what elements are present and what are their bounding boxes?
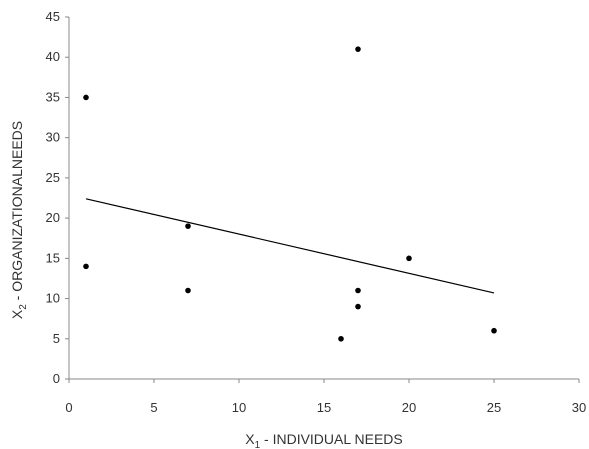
x-tick-label: 10 [232,400,246,415]
data-point [355,287,361,294]
y-tick-label: 30 [46,130,60,145]
x-tick-label: 15 [317,400,331,415]
data-point [355,46,361,52]
data-point [83,94,89,101]
x-tick-label: 30 [572,400,586,415]
data-point [491,327,497,334]
y-tick-label: 15 [46,250,60,265]
x-axis-title: X1 - INDIVIDUAL NEEDS [245,431,403,449]
x-tick-label: 25 [487,400,501,415]
trendline [85,198,495,294]
data-point [185,287,191,294]
y-tick-label: 45 [46,9,60,24]
y-tick-label: 40 [46,49,60,64]
data-point [406,255,412,262]
y-tick-label: 0 [53,371,60,386]
y-axis-title: X2 - ORGANIZATIONALNEEDS [9,121,29,319]
data-point [83,263,89,270]
y-tick-label: 20 [46,210,60,225]
y-tick-label: 5 [53,331,60,346]
x-tick-label: 20 [402,400,416,415]
y-tick-label: 10 [46,291,60,306]
data-point [185,223,191,229]
x-tick-label: 0 [65,400,72,415]
x-tick-label: 5 [150,400,157,415]
data-point [338,335,344,342]
y-tick-label: 35 [46,89,60,104]
y-tick-label: 25 [46,170,60,185]
data-point [355,303,361,310]
